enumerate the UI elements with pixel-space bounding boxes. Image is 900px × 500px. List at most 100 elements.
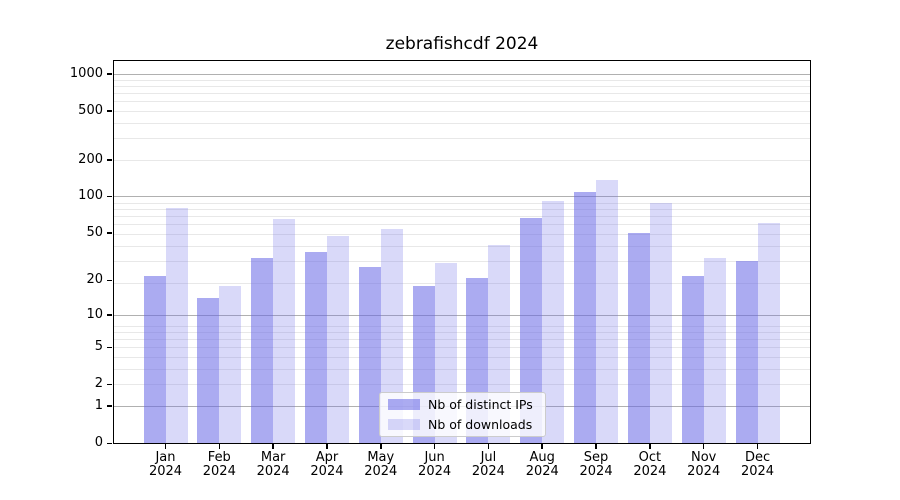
gridline-minor [113, 159, 811, 161]
gridline-minor [113, 245, 811, 247]
gridline-minor [113, 111, 811, 113]
y-tick-mark [107, 195, 112, 198]
x-tick-month: Mar [260, 450, 286, 465]
y-tick-mark [107, 314, 112, 316]
x-tick-mark [326, 444, 328, 449]
y-tick-label: 1000 [69, 65, 103, 81]
y-tick-label: 50 [86, 224, 103, 240]
gridline-minor [113, 261, 811, 263]
y-tick-label: 10 [86, 306, 103, 322]
gridline-minor [113, 384, 811, 386]
gridline-minor [113, 339, 811, 341]
bar-distinct-ips [735, 261, 758, 444]
x-tick-month: Jul [480, 450, 497, 465]
bar-distinct-ips [143, 275, 166, 444]
x-tick-year: 2024 [579, 464, 613, 479]
y-tick-label: 100 [78, 188, 103, 204]
y-tick-label: 2 [94, 376, 103, 392]
x-tick-year: 2024 [471, 464, 505, 479]
x-tick-mark [380, 444, 382, 449]
x-tick-label: Oct 2024 [618, 451, 682, 479]
bar-downloads [165, 208, 188, 444]
y-tick-label: 200 [78, 151, 103, 167]
chart-title: zebrafishcdf 2024 [385, 34, 539, 54]
x-tick-month: Dec [744, 450, 771, 465]
y-tick-label: 5 [94, 339, 103, 355]
y-tick-mark [107, 232, 112, 234]
plot-area [113, 60, 811, 444]
x-tick-year: 2024 [256, 464, 290, 479]
x-tick-month: Apr [315, 450, 339, 465]
x-tick-label: Nov 2024 [672, 451, 736, 479]
x-tick-year: 2024 [633, 464, 667, 479]
y-tick-label: 1 [94, 397, 103, 413]
bar-downloads [596, 179, 619, 444]
x-tick-label: Jan 2024 [134, 451, 198, 479]
legend: Nb of distinct IPs Nb of downloads [379, 392, 546, 437]
x-tick-label: Apr 2024 [295, 451, 359, 479]
x-tick-mark [541, 444, 543, 449]
y-tick-mark [107, 405, 112, 407]
x-tick-month: Feb [207, 450, 231, 465]
bar-downloads [757, 223, 780, 444]
x-tick-month: May [367, 450, 395, 465]
y-tick-mark [107, 73, 112, 75]
gridline-minor [113, 282, 811, 284]
x-tick-year: 2024 [525, 464, 559, 479]
bar-distinct-ips [197, 298, 220, 444]
x-tick-mark [164, 444, 167, 449]
bar-distinct-ips [681, 275, 704, 444]
x-tick-year: 2024 [202, 464, 236, 479]
y-tick-mark [107, 159, 112, 161]
gridline-minor [113, 368, 811, 370]
gridline-major [113, 196, 811, 198]
x-tick-mark [649, 444, 651, 449]
bar-distinct-ips [520, 218, 543, 444]
gridline-minor [113, 101, 811, 103]
y-tick-mark [107, 279, 112, 282]
x-tick-mark [272, 444, 274, 449]
gridline-minor [113, 138, 811, 140]
bar-distinct-ips [304, 251, 327, 444]
gridline-minor [113, 202, 811, 204]
legend-label: Nb of distinct IPs [428, 397, 533, 413]
x-tick-year: 2024 [364, 464, 398, 479]
x-tick-year: 2024 [418, 464, 452, 479]
x-tick-label: Sep 2024 [564, 451, 628, 479]
gridline-minor [113, 85, 811, 87]
bar-downloads [273, 219, 296, 444]
x-tick-label: Jul 2024 [456, 451, 520, 479]
x-tick-mark [487, 444, 490, 449]
legend-swatch-icon [388, 418, 420, 430]
gridline-major [113, 73, 811, 75]
x-tick-label: May 2024 [349, 451, 413, 479]
x-tick-year: 2024 [687, 464, 721, 479]
x-tick-label: Dec 2024 [726, 451, 790, 479]
y-tick-label: 0 [94, 435, 103, 450]
x-tick-label: Jun 2024 [403, 451, 467, 479]
bar-downloads [703, 257, 726, 444]
bar-downloads [542, 200, 565, 444]
x-tick-year: 2024 [310, 464, 344, 479]
gridline-minor [113, 208, 811, 210]
gridline-minor [113, 224, 811, 226]
gridline-minor [113, 79, 811, 81]
x-tick-mark [756, 444, 759, 449]
gridline-minor [113, 347, 811, 349]
y-tick-mark [107, 383, 112, 386]
x-tick-mark [702, 444, 705, 449]
bar-distinct-ips [627, 232, 650, 444]
gridline-minor [113, 325, 811, 327]
x-tick-mark [433, 444, 436, 449]
bar-distinct-ips [358, 266, 381, 444]
x-tick-year: 2024 [740, 464, 775, 479]
x-tick-label: Aug 2024 [510, 451, 574, 479]
x-tick-year: 2024 [148, 464, 183, 479]
x-tick-mark [595, 444, 597, 449]
bar-downloads [326, 236, 349, 444]
x-tick-month: Sep [583, 450, 609, 465]
gridline-minor [113, 357, 811, 359]
legend-item: Nb of distinct IPs [388, 397, 537, 413]
bar-downloads [380, 228, 403, 444]
y-tick-mark [107, 442, 112, 444]
